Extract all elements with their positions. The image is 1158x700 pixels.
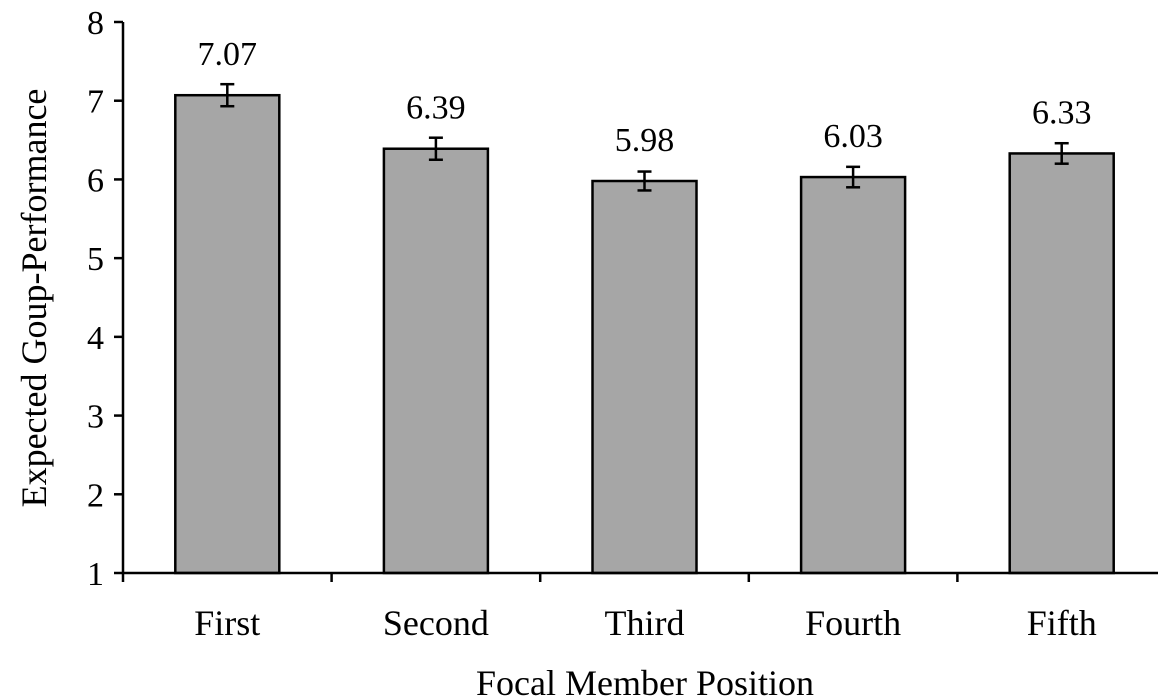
error-bar-second bbox=[428, 136, 443, 161]
data-label-first: 7.07 bbox=[198, 36, 258, 73]
y-tick-label: 8 bbox=[87, 5, 104, 42]
bars-layer bbox=[174, 93, 1115, 575]
y-tick-label: 3 bbox=[87, 399, 104, 436]
error-bar-fifth bbox=[1054, 141, 1069, 165]
y-tick-label: 7 bbox=[87, 84, 104, 121]
category-label-fourth: Fourth bbox=[805, 603, 901, 643]
x-axis-title: Focal Member Position bbox=[476, 663, 814, 700]
bar-third bbox=[591, 179, 698, 575]
error-bar-first bbox=[220, 82, 235, 108]
y-axis-title: Expected Goup-Performance bbox=[14, 89, 54, 508]
category-label-second: Second bbox=[383, 603, 489, 643]
bar-fifth bbox=[1008, 152, 1115, 575]
data-label-fourth: 6.03 bbox=[823, 118, 883, 155]
bar-second bbox=[382, 147, 490, 575]
y-tick-label: 4 bbox=[87, 320, 104, 357]
category-label-third: Third bbox=[605, 603, 685, 643]
data-label-fifth: 6.33 bbox=[1032, 94, 1092, 131]
y-tick-label: 1 bbox=[87, 556, 104, 593]
category-label-first: First bbox=[194, 603, 260, 643]
bar-first bbox=[174, 93, 281, 575]
data-label-second: 6.39 bbox=[406, 90, 466, 127]
data-label-third: 5.98 bbox=[615, 122, 675, 159]
error-bars-layer bbox=[220, 82, 1069, 192]
y-tick-label: 5 bbox=[87, 241, 104, 278]
axes-layer: 1 2 3 4 5 6 7 8 bbox=[87, 5, 1158, 593]
labels-layer: 7.07 First 6.39 Second 5.98 Third 6.03 Fourth 6.… bbox=[194, 36, 1096, 643]
y-tick-label: 2 bbox=[87, 477, 104, 514]
category-label-fifth: Fifth bbox=[1027, 603, 1097, 643]
error-bar-third bbox=[637, 170, 652, 192]
y-tick-label: 6 bbox=[87, 162, 104, 199]
bar-fourth bbox=[799, 175, 907, 575]
error-bar-fourth bbox=[846, 165, 861, 189]
